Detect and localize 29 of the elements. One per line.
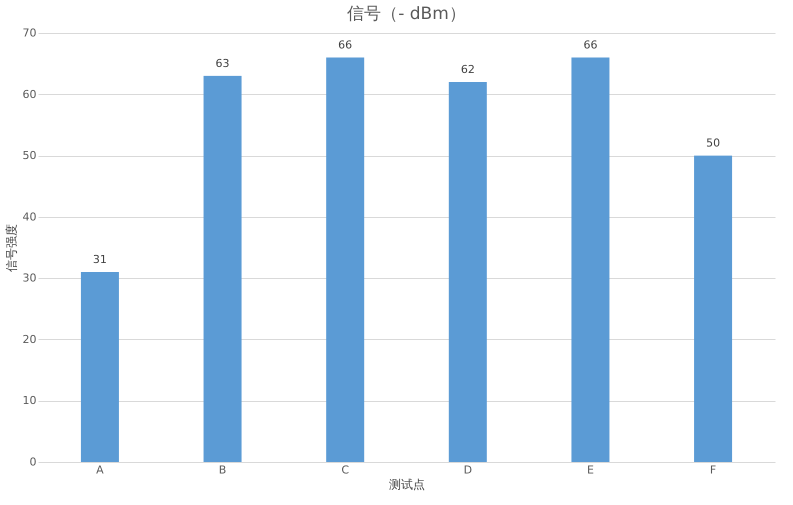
x-tick-label: C bbox=[341, 464, 350, 476]
y-axis-title: 信号强度 bbox=[4, 224, 19, 272]
x-axis-title: 测试点 bbox=[389, 478, 425, 492]
bar bbox=[80, 272, 119, 462]
y-tick-label: 10 bbox=[22, 394, 36, 408]
data-label: 66 bbox=[583, 38, 598, 52]
x-tick-label: D bbox=[464, 464, 472, 476]
data-label: 62 bbox=[460, 63, 475, 76]
y-tick-label: 30 bbox=[22, 272, 36, 285]
data-label: 31 bbox=[92, 253, 107, 266]
x-tick-label: E bbox=[586, 464, 594, 476]
y-tick-label: 50 bbox=[22, 149, 36, 162]
bar bbox=[204, 76, 242, 462]
bar bbox=[694, 156, 732, 462]
y-tick-label: 0 bbox=[30, 456, 36, 468]
y-tick-label: 40 bbox=[22, 210, 36, 224]
x-tick-label: A bbox=[96, 464, 104, 476]
bar bbox=[448, 82, 487, 462]
data-label: 63 bbox=[216, 56, 230, 70]
y-tick-label: 60 bbox=[22, 88, 36, 101]
bar bbox=[326, 58, 364, 462]
data-label: 50 bbox=[706, 136, 720, 150]
data-label: 66 bbox=[338, 38, 352, 52]
x-tick-label: B bbox=[218, 464, 226, 476]
y-tick-label: 70 bbox=[22, 26, 36, 40]
bar bbox=[571, 58, 610, 462]
x-tick-label: F bbox=[710, 464, 716, 476]
chart-title: 信号（- dBm） bbox=[347, 4, 466, 24]
y-tick-label: 20 bbox=[22, 332, 36, 346]
